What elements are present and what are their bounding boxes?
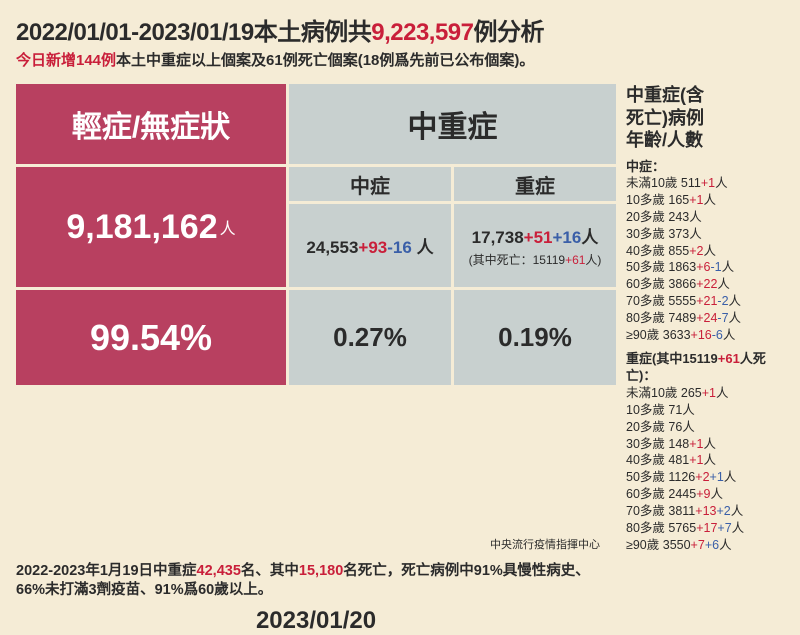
age-row: 50多歲 1126+2+1人 bbox=[626, 469, 784, 486]
subtitle-post: 本土中重症以上個案及61例死亡個案(18例爲先前已公布個案)。 bbox=[116, 52, 534, 69]
age-row: 20多歲 243人 bbox=[626, 209, 784, 226]
age-row: 20多歲 76人 bbox=[626, 419, 784, 436]
severe-age-list: 未滿10歲 265+1人10多歲 71人20多歲 76人30多歲 148+1人4… bbox=[626, 385, 784, 554]
age-row: 40多歲 481+1人 bbox=[626, 452, 784, 469]
severe-base: 17,738 bbox=[472, 228, 524, 247]
subtitle-pre: 今日新增144例 bbox=[16, 52, 116, 69]
mild-count: 9,181,162 bbox=[66, 208, 217, 247]
report-date: 2023/01/20 bbox=[16, 607, 616, 635]
summary-table: 輕症/無症狀 中重症 9,181,162人 中症 重症 24,553+93-16… bbox=[16, 84, 616, 554]
age-row: 未滿10歲 265+1人 bbox=[626, 385, 784, 402]
title-count: 9,223,597 bbox=[371, 19, 473, 46]
severe-unit: 人 bbox=[581, 228, 598, 247]
mild-pct: 99.54% bbox=[16, 290, 286, 385]
severe-pct: 0.19% bbox=[454, 290, 616, 385]
age-row: 80多歲 5765+17+7人 bbox=[626, 520, 784, 537]
age-row: 10多歲 165+1人 bbox=[626, 192, 784, 209]
age-row: 未滿10歲 511+1人 bbox=[626, 175, 784, 192]
moderate-age-label: 中症： bbox=[626, 158, 784, 176]
moderate-minus: -16 bbox=[387, 238, 412, 257]
severe-header: 中重症 bbox=[289, 84, 616, 164]
source-label: 中央流行疫情指揮中心 bbox=[490, 536, 600, 552]
severe-death-post: 人) bbox=[585, 253, 601, 267]
severe-death-pre: (其中死亡：15119 bbox=[469, 253, 565, 267]
age-row: 30多歲 373人 bbox=[626, 226, 784, 243]
main-title: 2022/01/01-2023/01/19本土病例共9,223,597例分析 bbox=[16, 12, 784, 47]
severe-plus2: +16 bbox=[553, 228, 582, 247]
severe-plus: +51 bbox=[524, 228, 553, 247]
age-row: 50多歲 1863+6-1人 bbox=[626, 259, 784, 276]
mild-unit: 人 bbox=[220, 215, 236, 239]
age-breakdown: 中重症(含 死亡)病例 年齡/人數 中症： 未滿10歲 511+1人10多歲 1… bbox=[616, 84, 784, 554]
moderate-base: 24,553 bbox=[306, 238, 358, 257]
severe-death-plus: +61 bbox=[565, 253, 585, 267]
moderate-count-cell: 24,553+93-16 人 bbox=[289, 204, 451, 287]
mild-header: 輕症/無症狀 bbox=[16, 84, 286, 164]
severe-subheader: 重症 bbox=[454, 167, 616, 201]
age-row: 40多歲 855+2人 bbox=[626, 243, 784, 260]
age-row: 10多歲 71人 bbox=[626, 402, 784, 419]
age-row: 70多歲 3811+13+2人 bbox=[626, 503, 784, 520]
moderate-pct: 0.27% bbox=[289, 290, 451, 385]
mild-count-cell: 9,181,162人 bbox=[16, 167, 286, 287]
moderate-plus: +93 bbox=[358, 238, 387, 257]
severe-age-label: 重症(其中15119+61人死亡)： bbox=[626, 350, 784, 385]
title-post: 例分析 bbox=[474, 19, 545, 46]
moderate-age-list: 未滿10歲 511+1人10多歲 165+1人20多歲 243人30多歲 373… bbox=[626, 175, 784, 344]
age-row: 60多歲 3866+22人 bbox=[626, 276, 784, 293]
side-title: 中重症(含 死亡)病例 年齡/人數 bbox=[626, 84, 784, 152]
age-row: 60多歲 2445+9人 bbox=[626, 486, 784, 503]
subtitle: 今日新增144例本土中重症以上個案及61例死亡個案(18例爲先前已公布個案)。 bbox=[16, 49, 784, 70]
severe-count-cell: 17,738+51+16人 (其中死亡：15119+61人) bbox=[454, 204, 616, 287]
age-row: 70多歲 5555+21-2人 bbox=[626, 293, 784, 310]
title-pre: 2022/01/01-2023/01/19本土病例共 bbox=[16, 19, 371, 46]
moderate-unit: 人 bbox=[412, 238, 434, 257]
footnote: 2022-2023年1月19日中重症42,435名、其中15,180名死亡，死亡… bbox=[16, 562, 616, 601]
age-row: ≥90歲 3633+16-6人 bbox=[626, 327, 784, 344]
age-row: 30多歲 148+1人 bbox=[626, 436, 784, 453]
moderate-subheader: 中症 bbox=[289, 167, 451, 201]
age-row: ≥90歲 3550+7+6人 bbox=[626, 537, 784, 554]
age-row: 80多歲 7489+24-7人 bbox=[626, 310, 784, 327]
